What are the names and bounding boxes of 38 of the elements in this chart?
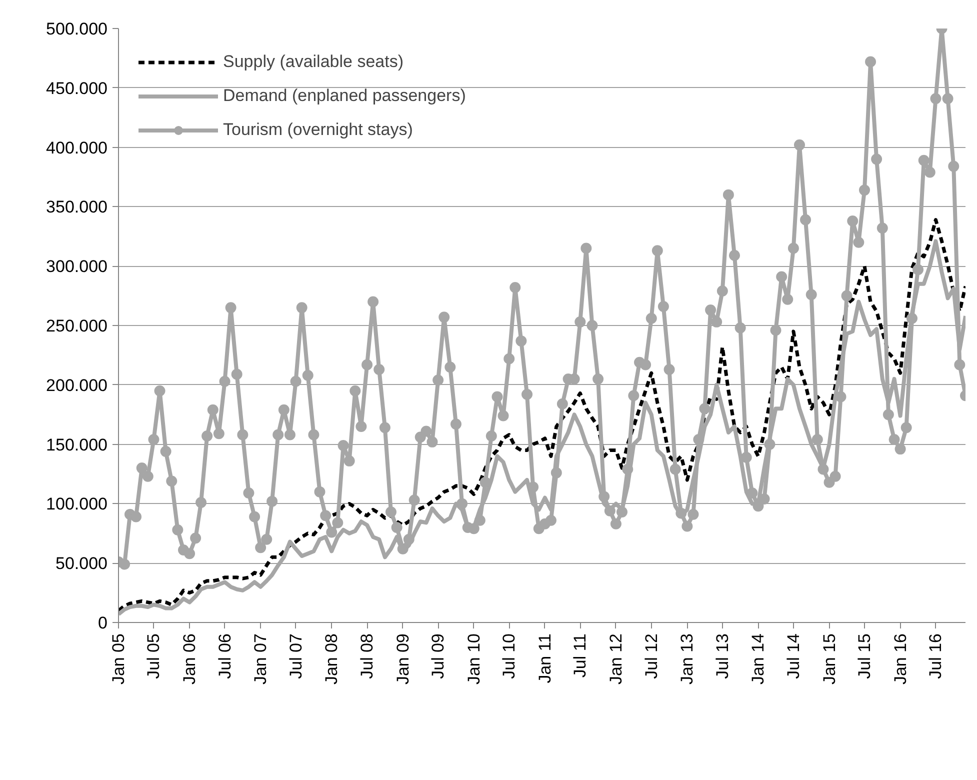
- legend-label: Tourism (overnight stays): [223, 119, 413, 141]
- x-tick-label: Jan 12: [606, 633, 626, 685]
- legend-label: Demand (enplaned passengers): [223, 85, 466, 107]
- x-tick-label: Jul 10: [500, 633, 519, 679]
- x-tick-label: Jan 05: [109, 633, 128, 685]
- x-tick-label: Jan 07: [251, 633, 270, 685]
- x-tick-label: Jul 15: [854, 633, 874, 679]
- y-tick-label: 200.000: [46, 376, 108, 395]
- x-tick-label: Jan 16: [890, 633, 910, 685]
- x-tick-label: Jul 07: [286, 633, 306, 679]
- x-tick-label: Jan 06: [180, 633, 200, 685]
- y-tick-label: 150.000: [46, 435, 108, 454]
- y-tick-label: 350.000: [46, 198, 108, 217]
- x-tick-label: Jul 16: [926, 633, 946, 679]
- x-tick-label: Jul 13: [712, 633, 732, 679]
- x-tick-label: Jan 13: [678, 633, 697, 685]
- x-tick-label: Jan 11: [535, 634, 554, 684]
- x-tick-label: Jul 12: [642, 633, 661, 679]
- x-tick-label: Jan 10: [464, 633, 484, 685]
- y-tick-label: 500.000: [46, 20, 108, 38]
- x-tick-label: Jan 09: [393, 633, 412, 685]
- x-tick-label: Jan 15: [820, 633, 839, 685]
- x-tick-label: Jul 06: [215, 633, 234, 679]
- y-tick-label: 0: [98, 614, 108, 632]
- x-tick-label: Jul 08: [358, 633, 377, 679]
- y-tick-label: 450.000: [46, 78, 108, 98]
- y-tick-label: 300.000: [46, 257, 108, 276]
- y-tick-label: 400.000: [46, 138, 108, 158]
- x-tick-label: Jul 09: [428, 633, 448, 679]
- y-tick-label: 100.000: [46, 494, 108, 514]
- y-tick-label: 250.000: [46, 316, 108, 336]
- x-tick-label: Jan 08: [322, 633, 342, 685]
- x-tick-label: Jul 05: [144, 633, 164, 679]
- x-tick-label: Jan 14: [748, 633, 768, 685]
- x-tick-label: Jul 11: [570, 633, 590, 678]
- legend-label: Supply (available seats): [223, 51, 404, 73]
- x-tick-label: Jul 14: [784, 633, 803, 679]
- y-tick-label: 50.000: [56, 554, 108, 574]
